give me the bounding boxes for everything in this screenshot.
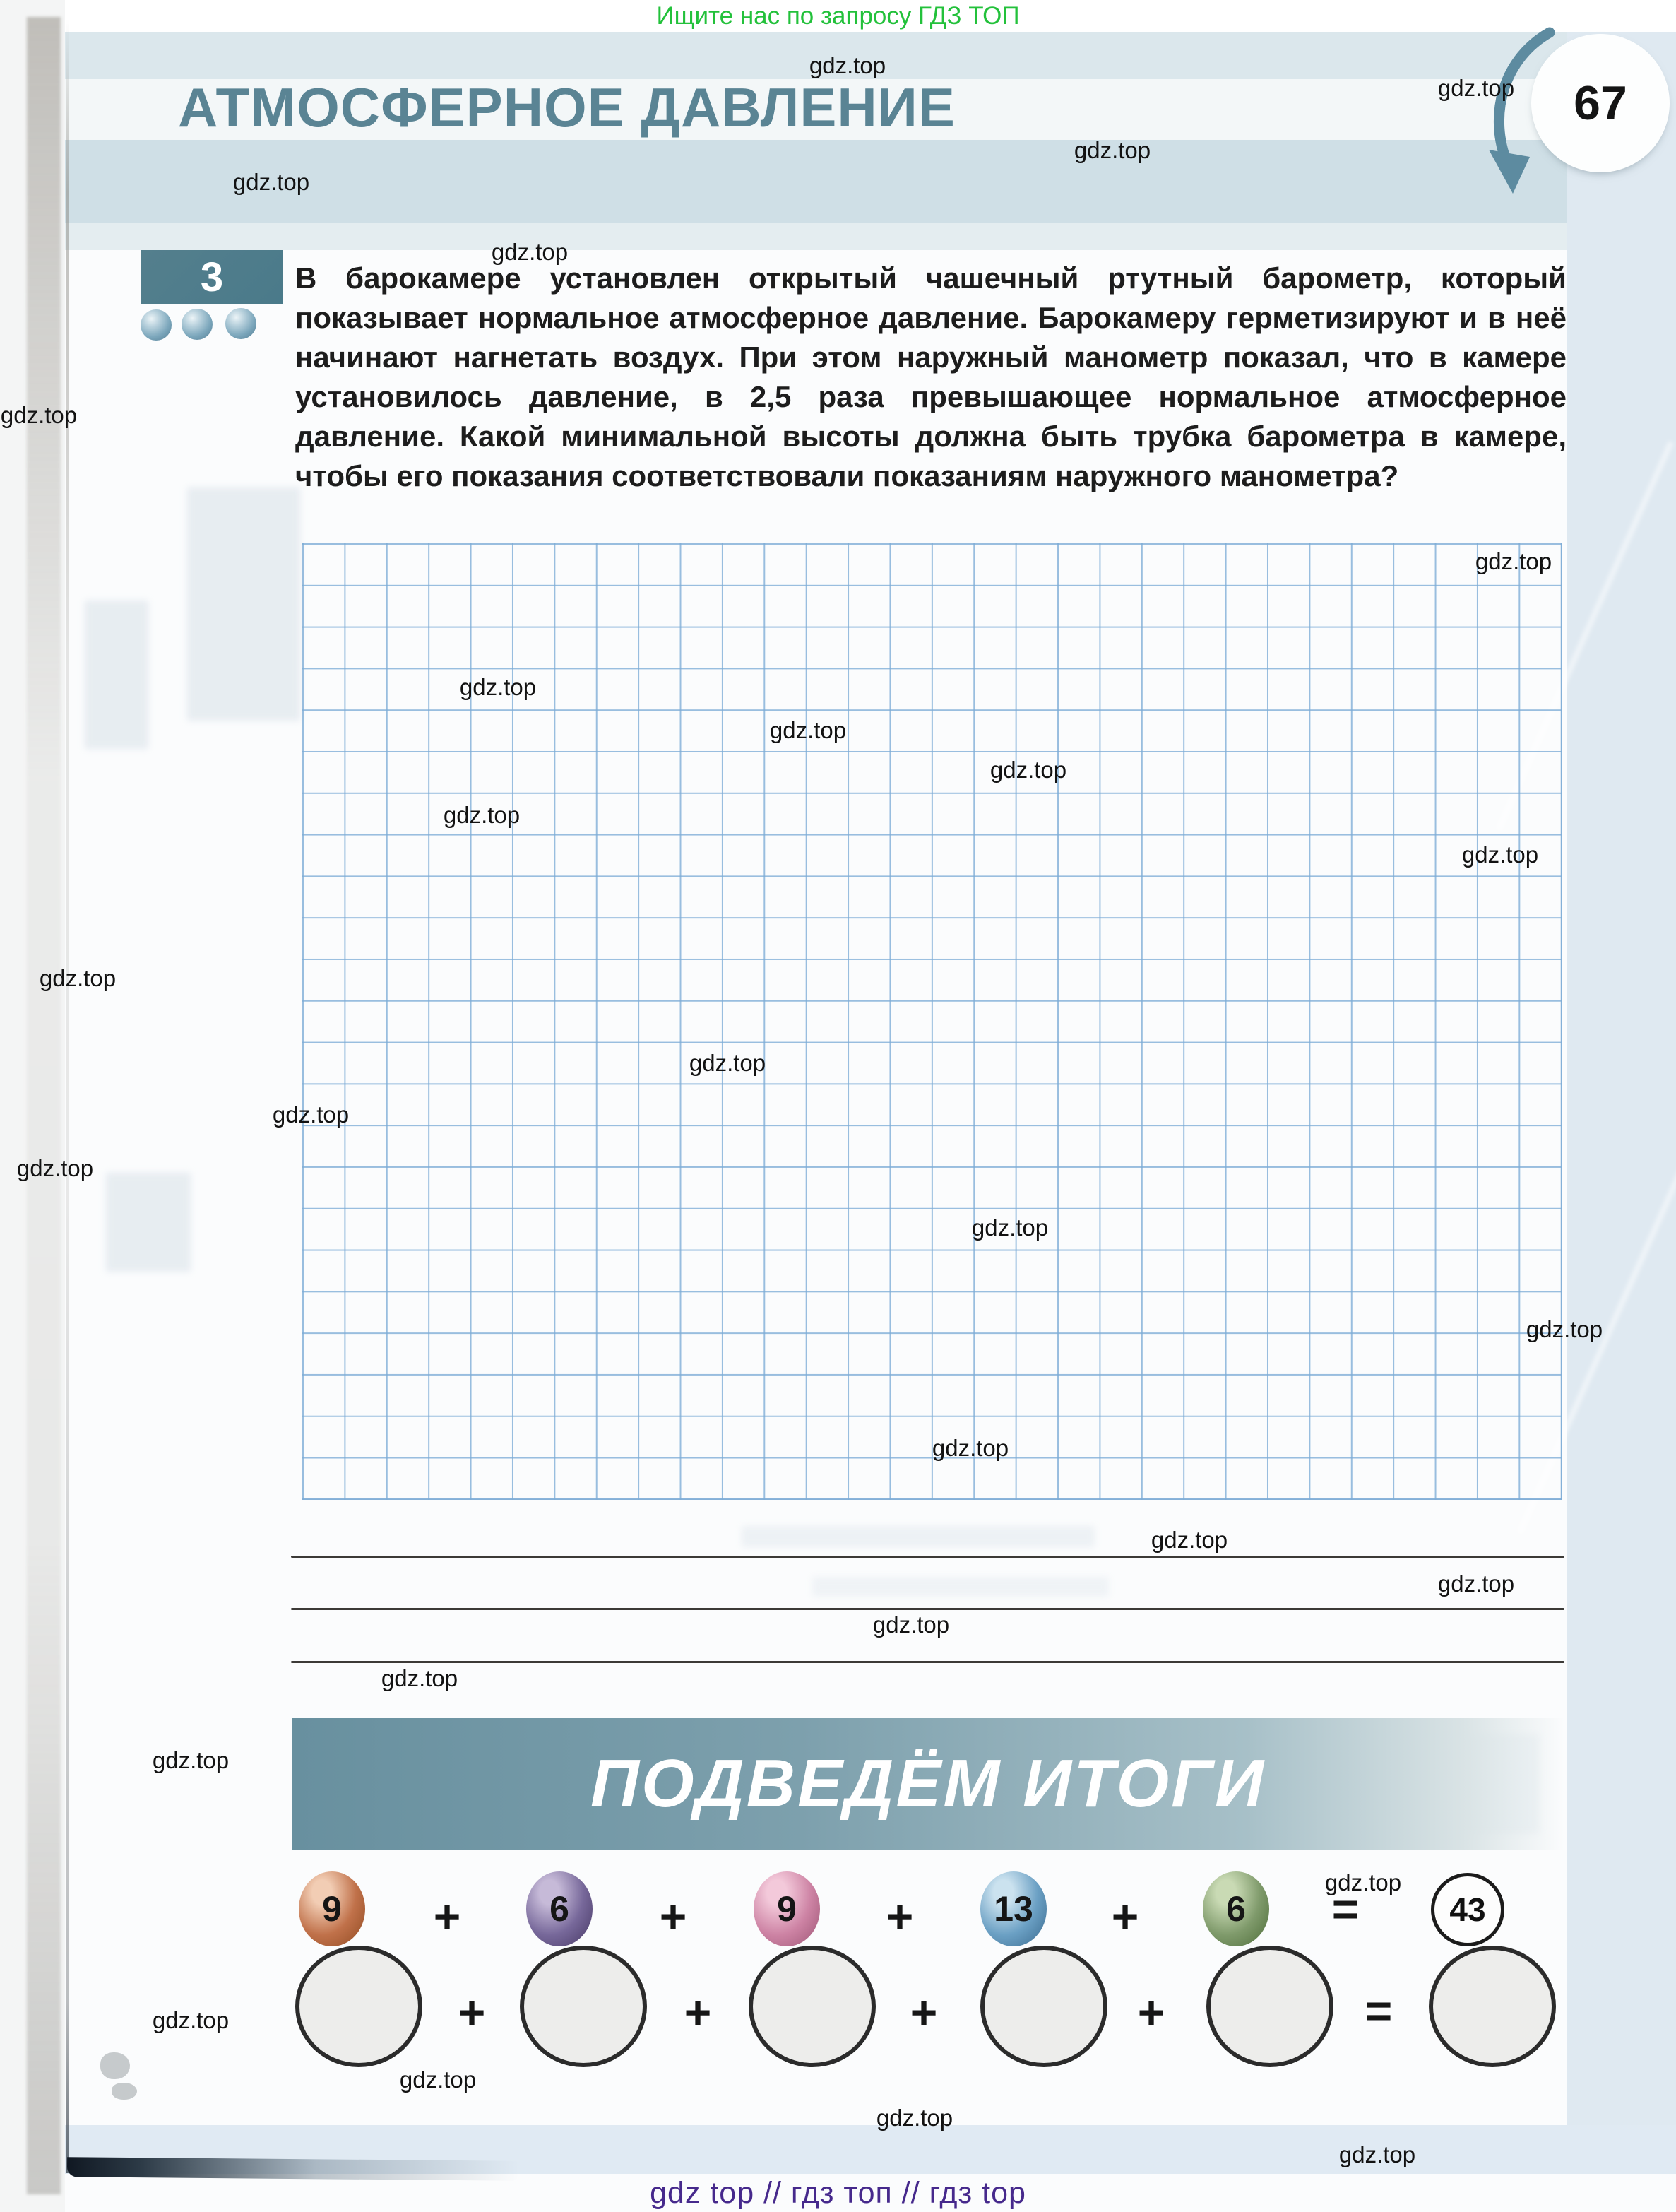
gdz-watermark: gdz.top xyxy=(1437,1571,1515,1597)
score-ball: 9 xyxy=(299,1871,365,1946)
header-band xyxy=(65,32,1676,79)
empty-score-circle xyxy=(1206,1946,1333,2067)
gdz-watermark: gdz.top xyxy=(1526,1316,1603,1342)
bleedthrough-ghost xyxy=(812,1577,1109,1597)
gdz-watermark: gdz.top xyxy=(152,2007,230,2033)
gdz-watermark: gdz.top xyxy=(769,717,847,743)
bleedthrough-ghost xyxy=(742,1526,1095,1547)
plus-sign: + xyxy=(886,1890,914,1942)
plus-sign: + xyxy=(684,1986,712,2038)
plus-sign: + xyxy=(910,1986,938,2038)
plus-sign: + xyxy=(458,1986,486,2038)
page-number-badge: 67 xyxy=(1531,34,1670,172)
writing-line xyxy=(291,1608,1564,1610)
header-band-dark xyxy=(65,140,1676,223)
page-number: 67 xyxy=(1574,76,1627,130)
plus-sign: + xyxy=(433,1890,461,1942)
task-number: 3 xyxy=(200,254,224,300)
equals-sign: = xyxy=(1365,1985,1393,2037)
bleedthrough-ghost xyxy=(85,601,148,749)
gdz-watermark: gdz.top xyxy=(39,965,117,991)
score-ball-value: 6 xyxy=(549,1889,569,1929)
gdz-watermark: gdz.top xyxy=(443,802,521,828)
summary-banner: ПОДВЕДЁМ ИТОГИ xyxy=(292,1718,1564,1850)
equals-sign: = xyxy=(1331,1883,1360,1935)
writing-line xyxy=(291,1556,1564,1558)
gdz-watermark: gdz.top xyxy=(932,1435,1009,1461)
gdz-watermark: gdz.top xyxy=(1324,1869,1402,1895)
gdz-watermark: gdz.top xyxy=(1461,841,1539,868)
page-title: АТМОСФЕРНОЕ ДАВЛЕНИЕ xyxy=(178,76,956,138)
score-ball-value: 6 xyxy=(1226,1889,1246,1929)
promo-search-text: Ищите нас по запросу ГДЗ ТОП xyxy=(656,2,1020,30)
score-ball-value: 13 xyxy=(994,1889,1033,1929)
gdz-watermark: gdz.top xyxy=(1475,548,1552,574)
gdz-watermark: gdz.top xyxy=(876,2105,953,2131)
total-score-value: 43 xyxy=(1449,1891,1486,1928)
empty-score-circle xyxy=(1429,1946,1556,2067)
gdz-watermark: gdz.top xyxy=(1437,75,1515,101)
gdz-watermark: gdz.top xyxy=(381,1665,458,1691)
gdz-watermark: gdz.top xyxy=(16,1155,94,1181)
plus-sign: + xyxy=(1137,1986,1165,2038)
gdz-watermark: gdz.top xyxy=(1074,137,1151,163)
difficulty-dot xyxy=(182,309,213,340)
ink-blot xyxy=(112,2083,137,2100)
answer-grid xyxy=(302,543,1562,1500)
score-ball: 9 xyxy=(754,1871,820,1946)
bleedthrough-ghost xyxy=(187,487,300,721)
bleedthrough-ghost xyxy=(106,1173,191,1272)
writing-line xyxy=(291,1661,1564,1663)
score-ball-value: 9 xyxy=(777,1889,797,1929)
gdz-watermark: gdz.top xyxy=(152,1747,230,1773)
gdz-watermark: gdz.top xyxy=(491,239,569,265)
gdz-watermark: gdz.top xyxy=(272,1101,350,1128)
gdz-watermark: gdz.top xyxy=(989,757,1067,783)
gdz-watermark: gdz.top xyxy=(971,1214,1049,1241)
gdz-watermark: gdz.top xyxy=(0,402,78,428)
task-text: В барокамере установлен открытый чашечны… xyxy=(295,261,1567,492)
gdz-watermark: gdz.top xyxy=(459,674,537,700)
difficulty-dot xyxy=(225,308,256,339)
title-band xyxy=(65,79,1676,140)
curved-arrow-icon xyxy=(1489,27,1555,194)
empty-score-circle xyxy=(295,1946,422,2067)
scan-top-margin xyxy=(0,0,1676,32)
gdz-watermark: gdz.top xyxy=(689,1050,766,1076)
score-ball: 6 xyxy=(526,1871,593,1946)
plus-sign: + xyxy=(1111,1890,1139,1942)
difficulty-dot xyxy=(141,309,172,341)
score-ball-value: 9 xyxy=(322,1889,342,1929)
binding-shadow xyxy=(27,17,61,2194)
empty-score-circle xyxy=(749,1946,876,2067)
header-band-light xyxy=(65,223,1676,250)
empty-score-circle xyxy=(980,1946,1107,2067)
total-score-circle: 43 xyxy=(1431,1873,1504,1946)
gdz-watermark: gdz.top xyxy=(399,2066,477,2093)
gdz-watermark: gdz.top xyxy=(872,1611,950,1638)
gdz-watermark: gdz.top xyxy=(1338,2141,1416,2167)
score-ball: 13 xyxy=(980,1871,1047,1946)
score-ball: 6 xyxy=(1203,1871,1269,1946)
page-crease xyxy=(66,20,69,2173)
right-margin-tint xyxy=(1567,32,1676,2127)
gdz-watermark: gdz.top xyxy=(1151,1527,1228,1553)
gdz-watermark: gdz.top xyxy=(232,169,310,195)
gdz-watermark: gdz.top xyxy=(809,52,886,78)
ink-blot xyxy=(100,2052,130,2079)
plus-sign: + xyxy=(659,1890,687,1942)
task-number-badge: 3 xyxy=(141,250,283,304)
empty-score-circle xyxy=(520,1946,647,2067)
summary-banner-title: ПОДВЕДЁМ ИТОГИ xyxy=(590,1746,1266,1821)
footer-links: gdz top // гдз топ // гдз top xyxy=(650,2176,1026,2210)
